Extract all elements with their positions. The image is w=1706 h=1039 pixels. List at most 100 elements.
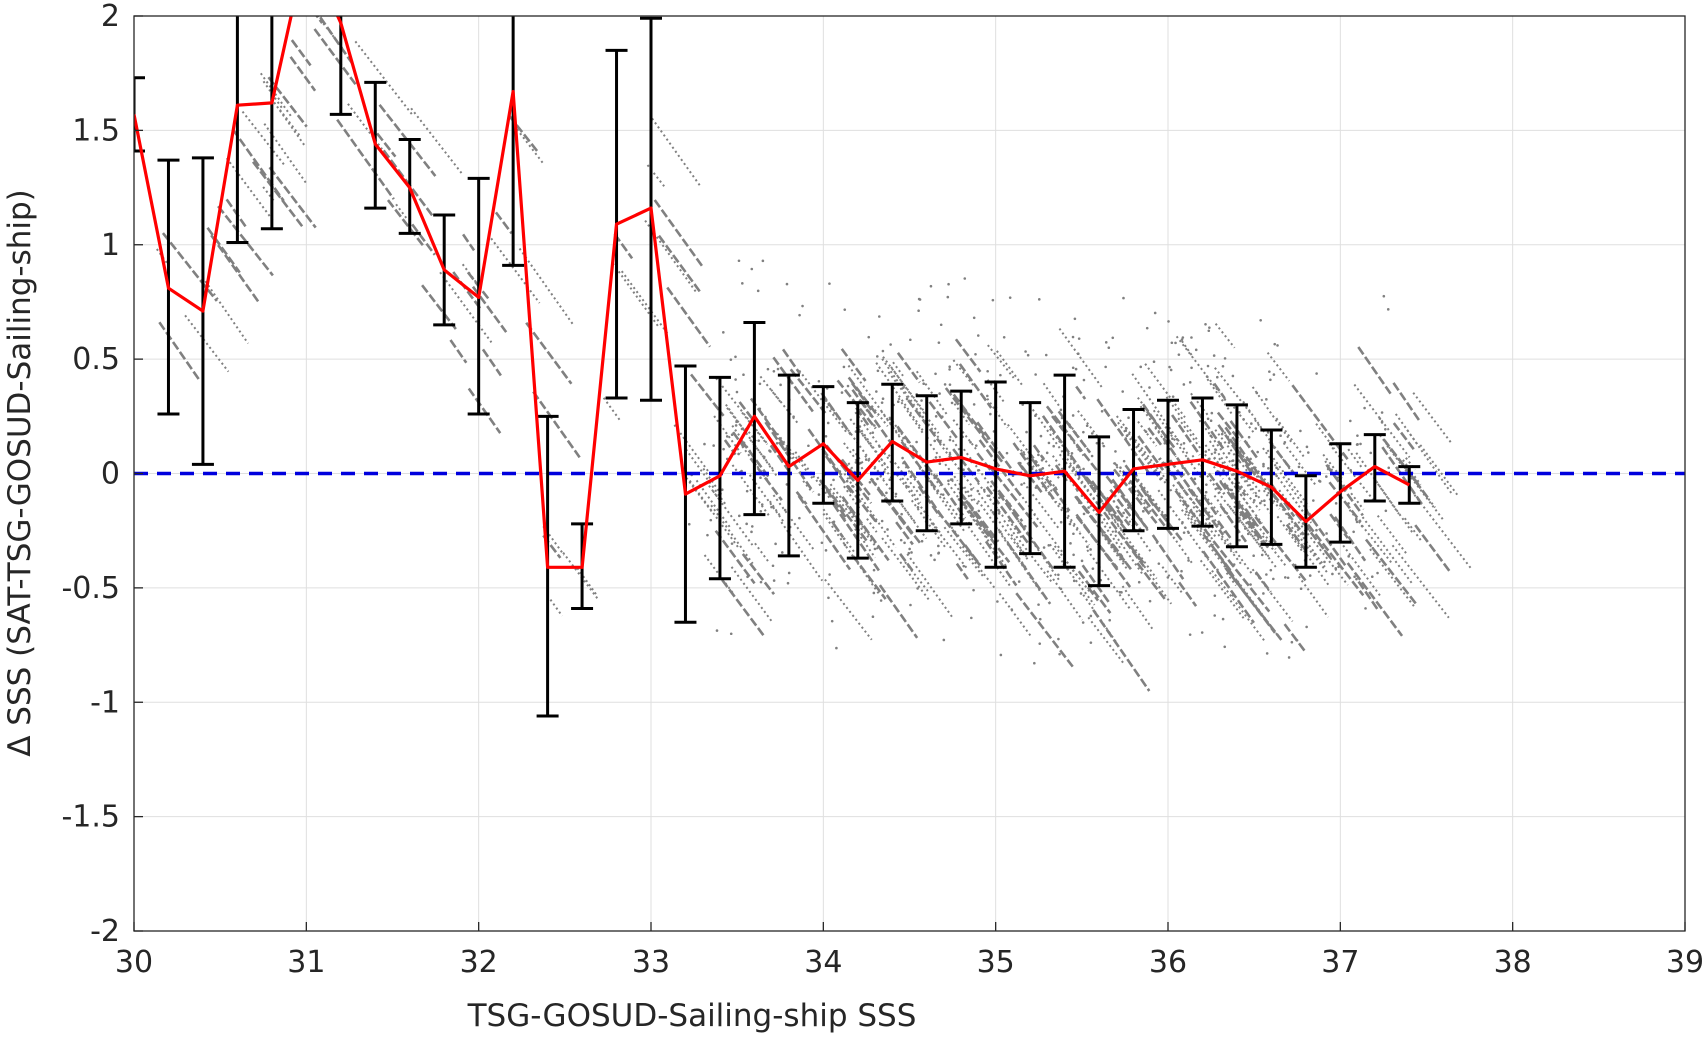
scatter-point — [941, 415, 944, 419]
scatter-point — [1187, 559, 1190, 562]
scatter-point — [845, 479, 849, 483]
scatter-point — [1227, 441, 1231, 444]
scatter-segment — [217, 205, 274, 277]
scatter-segment — [263, 123, 307, 184]
scatter-segment — [995, 526, 1043, 595]
scatter-point — [827, 596, 830, 600]
scatter-point — [843, 308, 847, 311]
scatter-segment — [1262, 447, 1313, 518]
scatter-point — [876, 369, 880, 373]
scatter-point — [1177, 353, 1181, 356]
scatter-point — [1089, 641, 1093, 644]
scatter-segment — [952, 419, 978, 450]
scatter-segment — [977, 492, 1022, 553]
scatter-point — [1210, 411, 1214, 415]
scatter-point — [820, 541, 824, 545]
scatter-segment — [1074, 495, 1132, 570]
scatter-point — [880, 519, 884, 523]
scatter-segment — [201, 276, 249, 344]
scatter-point — [974, 352, 977, 356]
scatter-segment — [1139, 405, 1163, 436]
scatter-point — [991, 298, 995, 302]
scatter-segment — [260, 72, 294, 119]
x-tick-label: 39 — [1666, 945, 1704, 980]
scatter-segment — [958, 482, 975, 503]
scatter-point — [937, 341, 941, 344]
scatter-point — [1212, 354, 1216, 357]
scatter-point — [1238, 410, 1241, 414]
scatter-segment — [688, 480, 739, 548]
scatter-segment — [896, 425, 938, 480]
scatter-segment — [673, 424, 712, 475]
scatter-segment — [740, 440, 770, 478]
scatter-segment — [1324, 460, 1348, 491]
scatter-point — [997, 508, 1000, 512]
scatter-segment — [1223, 482, 1257, 527]
scatter-segment — [952, 448, 980, 484]
scatter-segment — [471, 285, 508, 333]
scatter-point — [735, 390, 739, 394]
scatter-segment — [1355, 452, 1414, 533]
scatter-point — [947, 282, 950, 286]
scatter-point — [976, 489, 980, 493]
scatter-point — [881, 349, 885, 353]
scatter-point — [785, 282, 789, 286]
scatter-segment — [730, 566, 774, 624]
scatter-point — [1190, 366, 1193, 370]
scatter-segment — [822, 508, 846, 542]
scatter-point — [1262, 462, 1265, 466]
scatter-segment — [1165, 396, 1200, 443]
scatter-segment — [1137, 397, 1151, 415]
scatter-point — [1359, 442, 1362, 446]
scatter-segment — [1419, 444, 1460, 498]
scatter-segment — [1245, 473, 1261, 493]
scatter-segment — [1121, 585, 1154, 630]
scatter-point — [1279, 434, 1282, 437]
scatter-segment — [781, 348, 802, 375]
scatter-segment — [1137, 435, 1165, 471]
scatter-point — [1057, 573, 1060, 577]
scatter-point — [1181, 336, 1185, 339]
scatter-segment — [1127, 432, 1173, 493]
scatter-point — [1118, 590, 1122, 594]
scatter-point — [1144, 430, 1148, 433]
scatter-point — [974, 444, 978, 447]
scatter-point — [1155, 541, 1159, 544]
scatter-point — [880, 401, 884, 404]
scatter-point — [832, 478, 835, 482]
scatter-point — [1363, 406, 1366, 410]
scatter-point — [918, 298, 922, 301]
scatter-segment — [864, 455, 916, 523]
scatter-segment — [1254, 516, 1309, 584]
scatter-point — [1145, 326, 1149, 330]
scatter-segment — [1406, 429, 1454, 496]
scatter-point — [1145, 528, 1149, 531]
scatter-segment — [1394, 413, 1420, 448]
scatter-segment — [1171, 414, 1201, 456]
scatter-point — [1231, 374, 1235, 378]
scatter-point — [824, 549, 828, 552]
scatter-segment — [1051, 415, 1065, 432]
scatter-point — [948, 383, 952, 386]
scatter-point — [986, 369, 989, 373]
scatter-point — [881, 397, 885, 401]
scatter-segment — [452, 271, 483, 311]
y-tick-label: 1 — [101, 228, 120, 263]
scatter-segment — [1297, 521, 1349, 586]
scatter-point — [929, 554, 933, 557]
scatter-point — [817, 379, 821, 383]
scatter-segment — [1020, 465, 1044, 495]
scatter-segment — [1220, 535, 1235, 554]
scatter-segment — [948, 435, 963, 455]
scatter-point — [948, 453, 952, 456]
scatter-segment — [1266, 449, 1310, 508]
scatter-point — [1115, 505, 1119, 509]
scatter-segment — [1206, 378, 1233, 415]
scatter-point — [1217, 486, 1220, 490]
scatter-point — [963, 501, 967, 504]
scatter-point — [1188, 633, 1192, 636]
scatter-point — [1299, 587, 1303, 590]
scatter-point — [832, 520, 836, 524]
x-axis-ticks: 30 31 32 33 34 35 36 37 38 39 — [115, 922, 1704, 980]
x-axis-title: TSG-GOSUD-Sailing-ship SSS — [467, 998, 917, 1034]
